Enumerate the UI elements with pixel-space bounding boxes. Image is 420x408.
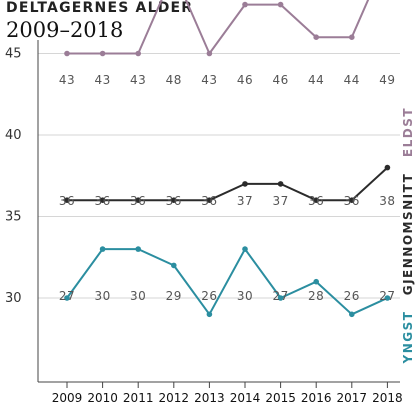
data-label: 26 (344, 289, 360, 303)
data-label: 29 (166, 289, 182, 303)
x-tick-label: 2010 (87, 391, 118, 405)
x-tick-label: 2017 (337, 391, 368, 405)
data-point (206, 311, 213, 318)
grid (38, 53, 400, 299)
data-point (64, 197, 70, 203)
x-tick-label: 2009 (52, 391, 83, 405)
data-point (171, 262, 177, 269)
chart-title: DELTAGERNES ALDER (6, 0, 194, 16)
data-label: 43 (94, 73, 110, 87)
x-tick-label: 2018 (372, 391, 403, 405)
series-name-eldst: ELDST (401, 107, 415, 157)
data-point (384, 295, 391, 301)
data-label: 36 (130, 194, 146, 208)
data-point (242, 246, 248, 252)
data-label: 27 (272, 289, 288, 303)
y-tick-label: 35 (5, 210, 22, 225)
data-label: 30 (237, 289, 253, 303)
chart-subtitle: 2009–2018 (6, 18, 124, 42)
x-tick-label: 2016 (301, 391, 332, 405)
data-label: 28 (308, 289, 324, 303)
data-point (313, 34, 320, 40)
data-point (349, 197, 355, 203)
data-point (349, 311, 355, 318)
data-label: 44 (344, 73, 360, 87)
data-label: 36 (308, 194, 324, 208)
data-label: 49 (379, 73, 395, 87)
series-line-eldst (67, 0, 370, 55)
data-label: 30 (94, 289, 110, 303)
data-point (171, 197, 177, 203)
title-block: DELTAGERNES ALDER 2009–2018 (6, 0, 193, 43)
data-label: 36 (94, 194, 110, 208)
data-point (99, 246, 106, 252)
data-label: 44 (308, 73, 324, 87)
x-tick-label: 2014 (230, 391, 261, 405)
series-eldst: 43 43 43 48 43 46 46 44 44 49 ELDST (59, 0, 415, 157)
series-yngst: 27 30 30 29 26 30 27 28 26 27 YNGST (59, 246, 415, 364)
series-gjennomsnitt: 36 36 36 36 36 37 37 36 36 38 GJENNOMSNITT (59, 164, 415, 296)
y-tick-label: 30 (5, 291, 22, 306)
data-label: 46 (272, 73, 288, 87)
axes: 30 35 40 45 2009 2010 2011 2012 2013 2014 2015 2016… (5, 40, 403, 405)
data-label: 36 (344, 194, 360, 208)
data-point (64, 295, 70, 301)
data-label: 43 (201, 73, 217, 87)
data-point (135, 246, 141, 252)
series-line-yngst (66, 248, 388, 316)
data-point (242, 181, 248, 187)
data-label: 27 (379, 289, 395, 303)
data-point (277, 295, 284, 301)
data-point (99, 50, 106, 57)
data-point (277, 1, 284, 8)
data-label: 46 (237, 73, 253, 87)
data-label: 36 (201, 194, 217, 208)
x-tick-label: 2013 (194, 391, 225, 405)
x-tick-label: 2015 (265, 391, 296, 405)
x-tick-label: 2012 (159, 391, 190, 405)
data-label: 26 (201, 289, 217, 303)
y-tick-label: 40 (5, 128, 22, 143)
series-line-gjennomsnitt (67, 166, 389, 202)
data-point (384, 164, 391, 171)
data-point (242, 1, 248, 8)
series-name-gjennomsnitt: GJENNOMSNITT (401, 173, 415, 296)
data-point (206, 197, 213, 203)
y-tick-label: 45 (5, 47, 22, 62)
data-point (313, 197, 320, 203)
data-label: 36 (166, 194, 182, 208)
data-label: 43 (130, 73, 146, 87)
data-label: 48 (166, 73, 182, 87)
data-point (349, 34, 355, 40)
x-tick-label: 2011 (123, 391, 154, 405)
data-label: 27 (59, 289, 75, 303)
data-label: 43 (59, 73, 75, 87)
data-point (206, 50, 213, 57)
data-label: 37 (272, 194, 288, 208)
data-point (313, 278, 320, 285)
data-point (135, 50, 141, 57)
data-point (99, 197, 106, 203)
data-point (135, 197, 141, 203)
data-label: 37 (237, 194, 253, 208)
data-label: 38 (379, 194, 395, 208)
data-label: 36 (59, 194, 75, 208)
data-label: 30 (130, 289, 146, 303)
data-point (277, 181, 284, 187)
series-name-yngst: YNGST (401, 311, 415, 365)
data-point (64, 50, 70, 57)
